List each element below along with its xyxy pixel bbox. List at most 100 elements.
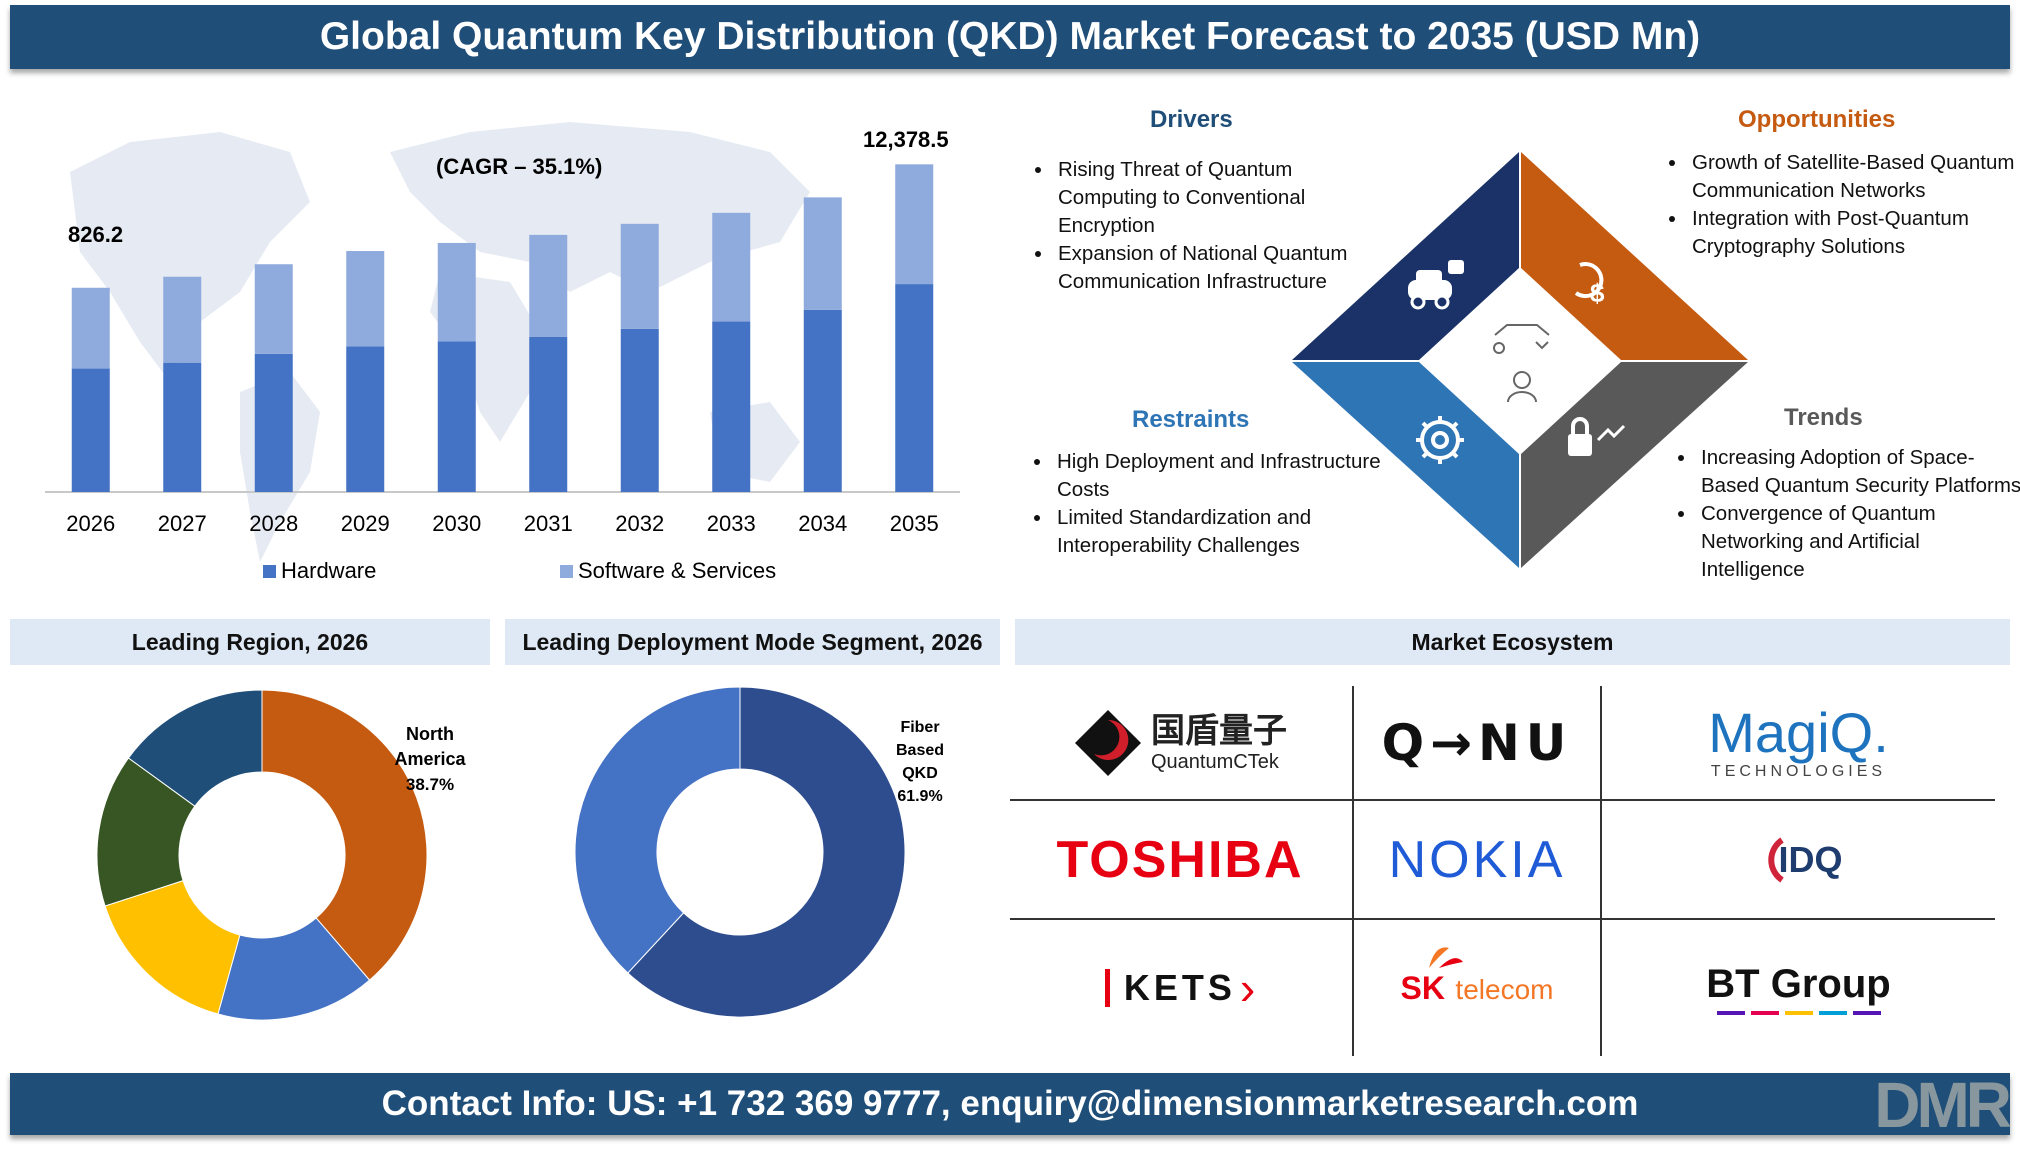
bar-hardware-2033 [712, 321, 751, 492]
diamond-trends [1521, 362, 1748, 568]
grid-line [1010, 799, 1995, 801]
dollar-cycle-icon: $ [1574, 262, 1605, 308]
drivers-item: Rising Threat of Quantum Computing to Co… [1054, 156, 1374, 240]
magiq-sub-text: TECHNOLOGIES [1710, 762, 1887, 780]
qnu-text: Q→NU [1381, 713, 1573, 772]
bar-software-2026 [71, 287, 110, 369]
bar-software-2032 [620, 223, 659, 329]
grid-line [1600, 686, 1602, 1056]
bar-chart-area: 2026 2027 2028 2029 2030 2031 2032 2033 2034 2035… [10, 92, 1000, 602]
bar-hardware-2031 [529, 336, 568, 492]
page-title: Global Quantum Key Distribution (QKD) Ma… [10, 5, 2010, 69]
idq-text: IDQ [1778, 838, 1843, 880]
logo-nokia: NOKIA [1354, 801, 1600, 918]
x-tick-label: 2032 [615, 511, 664, 536]
bar-hardware-2032 [620, 328, 659, 492]
drivers-title: Drivers [1150, 106, 1233, 133]
telecom-text: telecom [1455, 973, 1554, 1005]
magiq-text: MagiQ. [1708, 700, 1889, 764]
dmr-watermark-logo: DMR [1874, 1069, 2012, 1141]
bar-software-2034 [803, 197, 842, 310]
legend-label-software: Software & Services [578, 558, 776, 583]
restraints-list: High Deployment and Infrastructure Costs… [1023, 448, 1383, 560]
world-map-background [70, 122, 810, 562]
trends-title: Trends [1784, 404, 1863, 431]
legend-swatch-software [560, 565, 573, 578]
bar-hardware-2030 [437, 341, 476, 492]
kets-chevron-icon: › [1239, 962, 1256, 1014]
drivers-item: Expansion of National Quantum Communicat… [1054, 240, 1374, 296]
bar-hardware-2028 [254, 353, 293, 492]
cagr-label: (CAGR – 35.1%) [436, 154, 602, 179]
diamond-center [1423, 272, 1617, 450]
bar-hardware-2026 [71, 368, 110, 492]
deployment-callout-value: 61.9% [897, 788, 942, 805]
bar-hardware-2027 [163, 362, 202, 492]
toshiba-text: TOSHIBA [1056, 830, 1304, 889]
region-slice-1 [217, 917, 371, 1021]
restraints-item: Limited Standardization and Interoperabi… [1053, 504, 1383, 560]
opportunities-title: Opportunities [1738, 106, 1896, 133]
quantumctek-en-text: QuantumCTek [1151, 750, 1279, 773]
diamond-drivers [1292, 152, 1519, 360]
grid-line [1010, 918, 1995, 920]
logo-idq: IDQ [1602, 801, 1995, 918]
x-tick-label: 2028 [249, 511, 298, 536]
contact-footer: Contact Info: US: +1 732 369 9777, enqui… [10, 1073, 2010, 1135]
deployment-panel-header: Leading Deployment Mode Segment, 2026 [505, 619, 1000, 665]
region-slice-2 [104, 880, 241, 1015]
diamond-opportunities [1521, 152, 1748, 360]
opportunities-item: Integration with Post-Quantum Cryptograp… [1688, 205, 2020, 261]
nokia-text: NOKIA [1388, 830, 1566, 889]
ecosystem-panel-header: Market Ecosystem [1015, 619, 2010, 665]
opportunities-item: Growth of Satellite-Based Quantum Commun… [1688, 149, 2020, 205]
trends-item: Convergence of Quantum Networking and Ar… [1697, 500, 2020, 584]
drivers-list: Rising Threat of Quantum Computing to Co… [1024, 156, 1374, 296]
deployment-slice-0 [627, 686, 906, 1018]
deployment-callout-line3: QKD [902, 765, 938, 782]
ecosystem-grid: 国盾量子 QuantumCTek Q→NU MagiQ. TECHNOLOGIE… [1010, 686, 2010, 1056]
x-tick-label: 2033 [707, 511, 756, 536]
bar-software-2030 [437, 242, 476, 342]
deployment-slice-1 [574, 686, 741, 974]
bar-software-2031 [529, 234, 568, 337]
bar-hardware-2029 [346, 346, 385, 492]
sk-butterfly-icon [1428, 946, 1463, 968]
lock-growth-icon [1568, 417, 1626, 456]
region-slice-0 [261, 689, 428, 981]
grid-line [1352, 686, 1354, 1056]
x-tick-label: 2027 [158, 511, 207, 536]
bar-hardware-2034 [803, 309, 842, 492]
region-slice-4 [127, 689, 263, 807]
restraints-item: High Deployment and Infrastructure Costs [1053, 448, 1383, 504]
logo-toshiba: TOSHIBA [1010, 801, 1350, 918]
deployment-callout-line2: Based [896, 742, 944, 759]
region-panel-header: Leading Region, 2026 [10, 619, 490, 665]
logo-sk-telecom: SK telecom [1354, 920, 1600, 1056]
gear-network-icon [1416, 416, 1464, 464]
first-value-label: 826.2 [68, 222, 123, 247]
bt-text: BT Group [1706, 961, 1891, 1006]
bar-software-2029 [346, 251, 385, 347]
logo-bt-group: BT Group [1602, 920, 1995, 1056]
kets-text: KETS [1123, 967, 1236, 1008]
last-value-label: 12,378.5 [863, 127, 949, 152]
bar-software-2027 [163, 276, 202, 363]
bar-hardware-2035 [895, 284, 934, 492]
region-callout-value: 38.7% [406, 775, 454, 794]
logo-quantumctek: 国盾量子 QuantumCTek [1010, 686, 1350, 799]
bar-software-2028 [254, 264, 293, 354]
trends-item: Increasing Adoption of Space-Based Quant… [1697, 444, 2020, 500]
logo-kets: KETS › [1010, 920, 1350, 1056]
diamond-graphic: $ [1292, 152, 1748, 568]
center-user-icon [1493, 324, 1550, 403]
svg-text:$: $ [1590, 278, 1605, 308]
bar-software-2035 [895, 164, 934, 285]
logo-qnu: Q→NU [1354, 686, 1600, 799]
restraints-title: Restraints [1132, 406, 1250, 433]
bar-software-2033 [712, 212, 751, 322]
deployment-donut-chart: Fiber Based QKD 61.9% [574, 686, 944, 1018]
trends-list: Increasing Adoption of Space-Based Quant… [1667, 444, 2020, 584]
kets-bar-icon [1104, 969, 1110, 1007]
legend-swatch-hardware [263, 565, 276, 578]
